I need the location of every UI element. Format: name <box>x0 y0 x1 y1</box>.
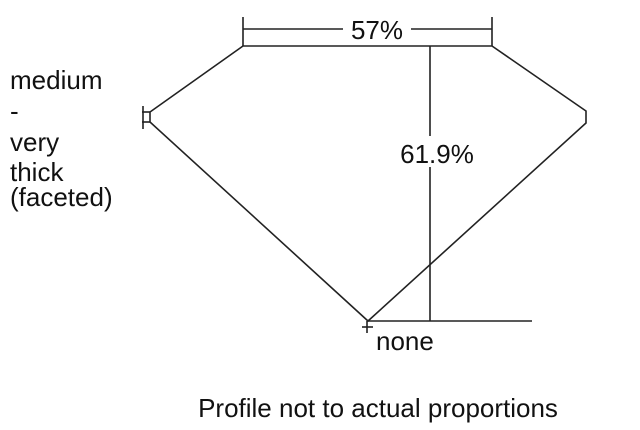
gem-outline <box>149 45 587 323</box>
depth-dimension: 61.9% <box>368 46 532 322</box>
girdle-label-line: - <box>10 96 19 126</box>
girdle-label-line: medium <box>10 65 102 95</box>
culet-marker <box>362 321 373 333</box>
girdle-marker <box>142 106 150 129</box>
table-percentage-label: 57% <box>351 15 403 45</box>
girdle-label-line: very <box>10 127 59 157</box>
girdle-label-line: (faceted) <box>10 182 113 212</box>
culet-label: none <box>376 326 434 356</box>
girdle-label-line: thick <box>10 157 64 187</box>
girdle-label: medium - very thick (faceted) <box>10 65 113 212</box>
table-dimension: 57% <box>242 15 493 46</box>
depth-percentage-label: 61.9% <box>400 139 474 169</box>
footnote: Profile not to actual proportions <box>198 393 558 423</box>
